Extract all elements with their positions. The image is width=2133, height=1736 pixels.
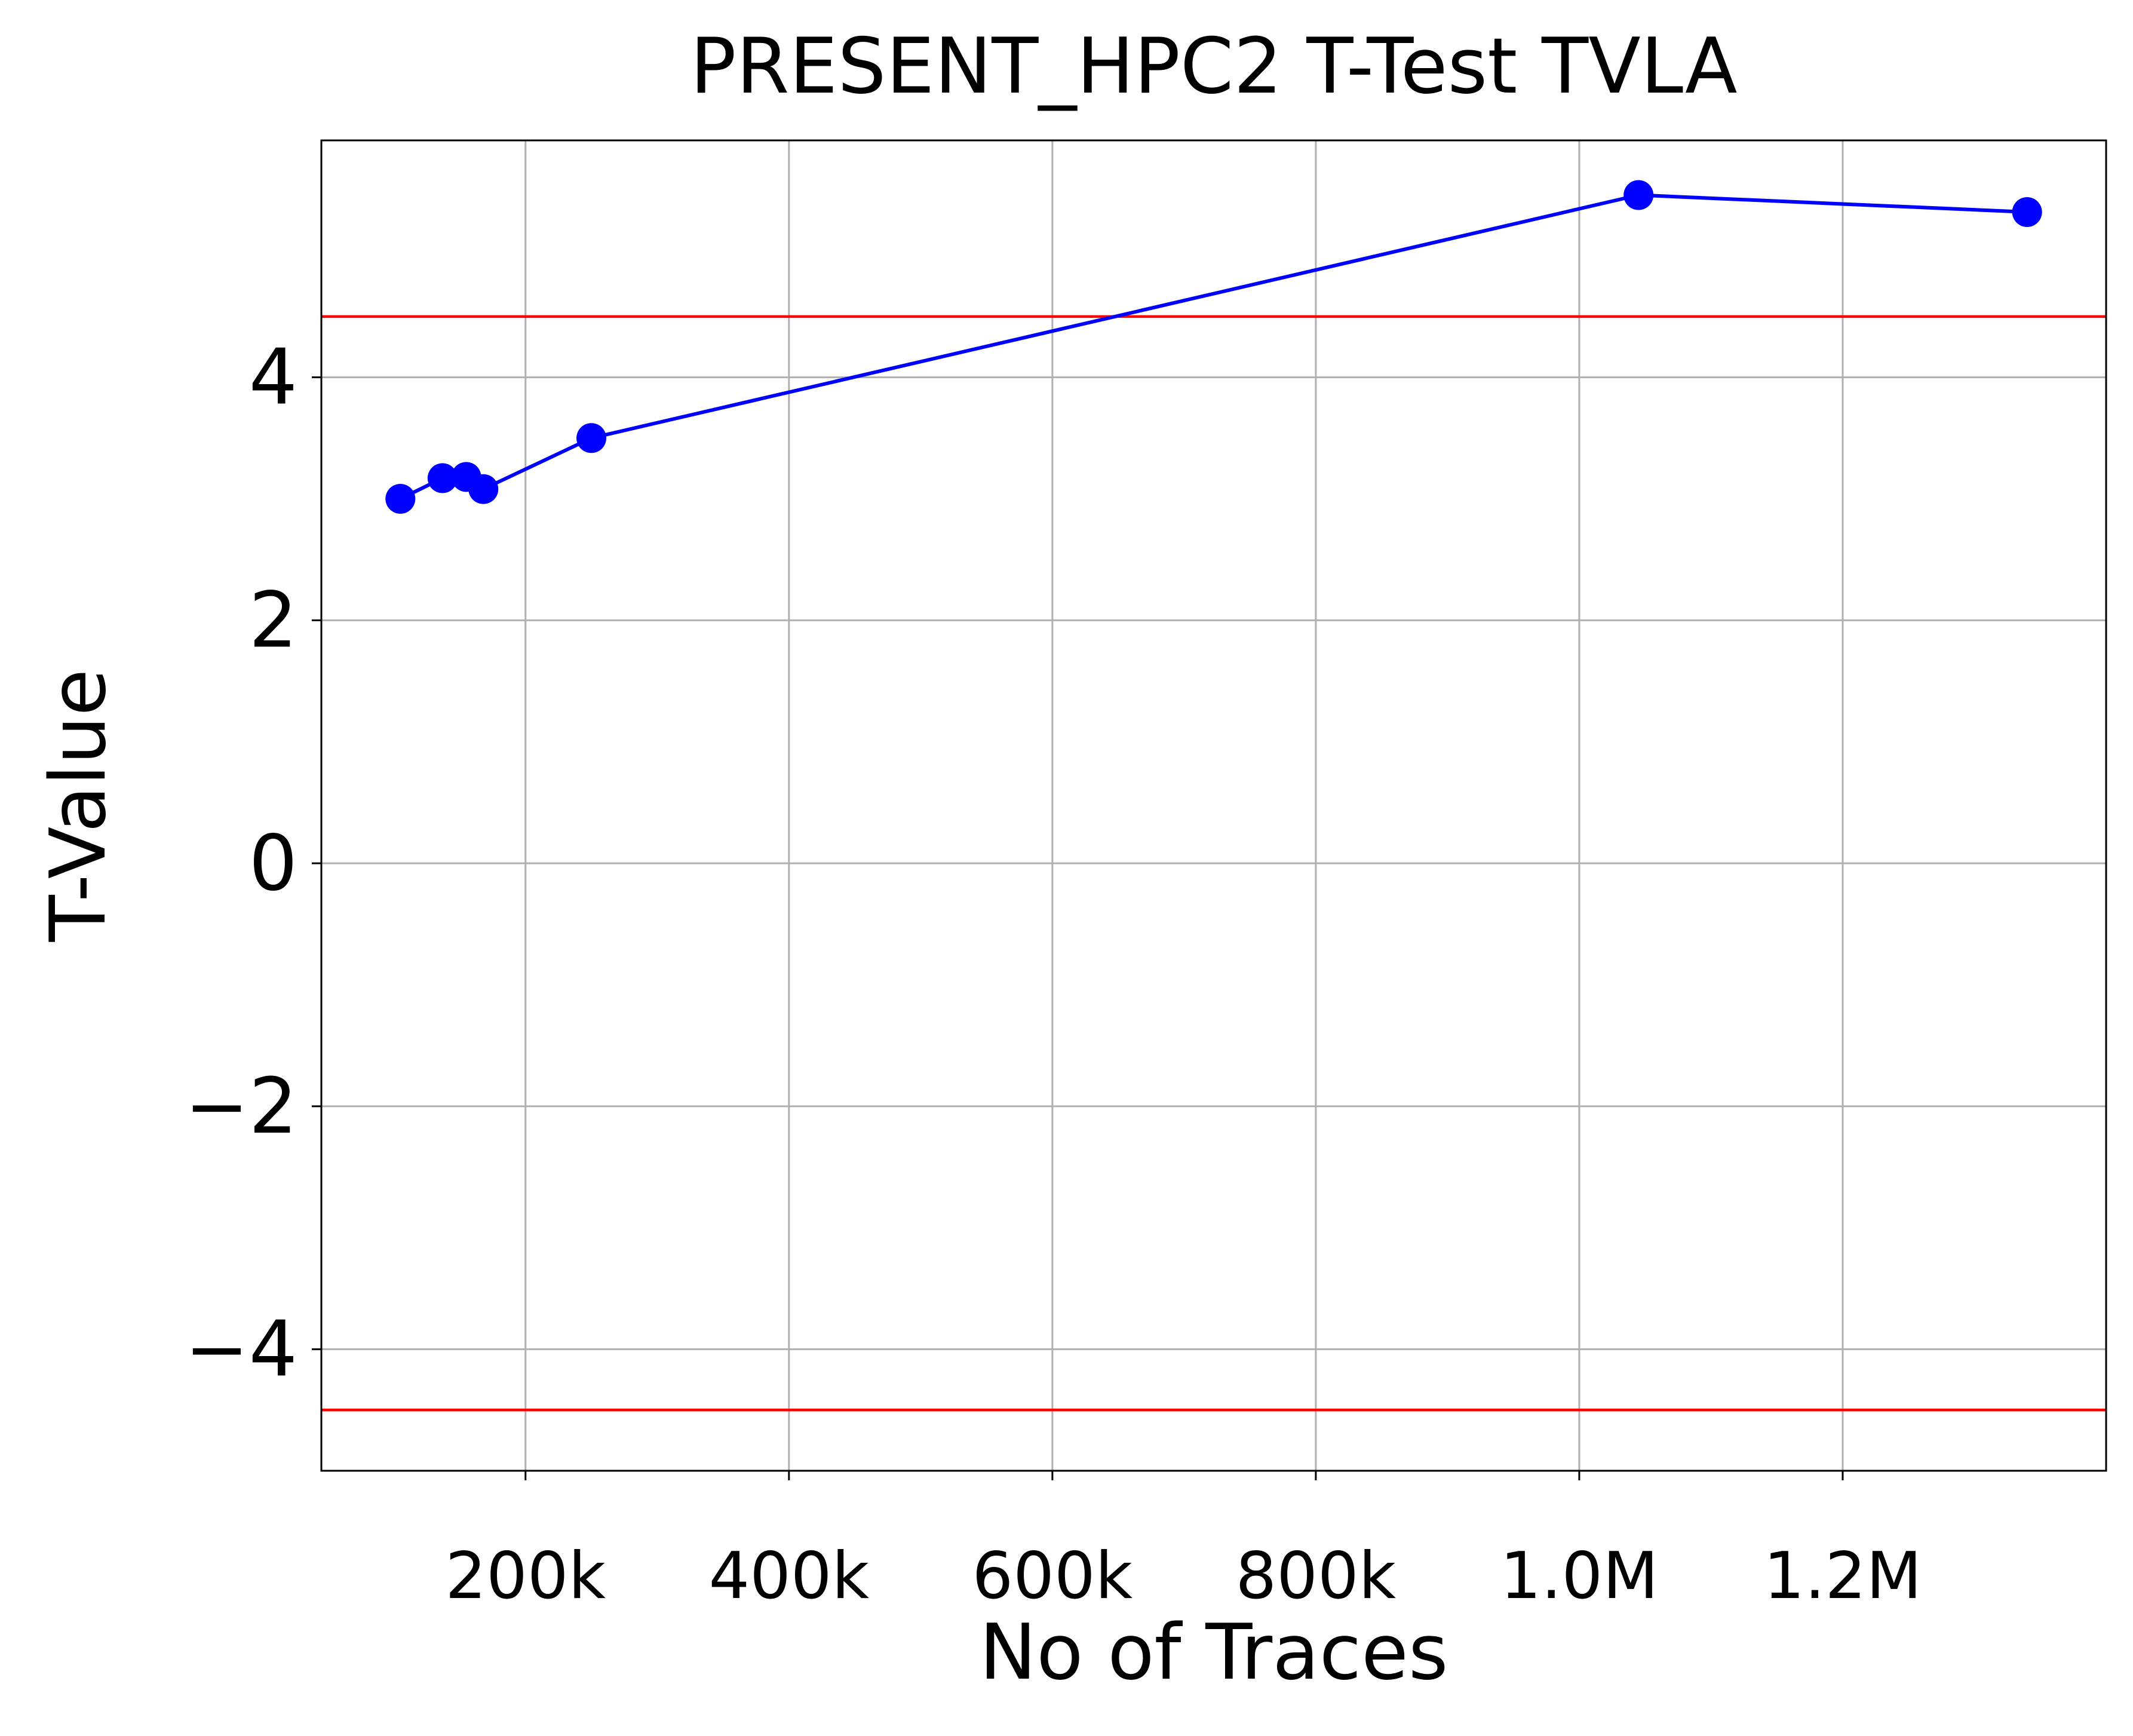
chart-title: PRESENT_HPC2 T-Test TVLA: [690, 22, 1737, 111]
y-tick-label: −2: [185, 1062, 297, 1151]
data-point: [1623, 180, 1654, 210]
data-point: [576, 423, 607, 453]
y-tick-label: 4: [249, 333, 297, 422]
plot-frame: [320, 139, 2107, 1472]
y-tick-label: −4: [185, 1305, 297, 1394]
plot-background: [321, 140, 2106, 1471]
y-axis-label: T-Value: [34, 669, 123, 943]
data-point: [2012, 197, 2042, 227]
y-tick-label: 2: [249, 576, 297, 665]
x-tick-label: 800k: [1236, 1539, 1397, 1614]
x-tick-label: 1.2M: [1763, 1539, 1922, 1614]
y-tick-label: 0: [249, 819, 297, 908]
series: [385, 180, 2042, 514]
data-point: [468, 474, 499, 504]
threshold-lines: [321, 315, 2106, 1412]
x-tick-label: 600k: [972, 1539, 1133, 1614]
x-axis-label: No of Traces: [979, 1608, 1448, 1697]
data-point: [385, 483, 416, 514]
grid: [321, 140, 2106, 1471]
x-tick-label: 200k: [445, 1539, 606, 1614]
ticks: 200k 400k 600k 800k 1.0M 1.2M −4 −2 0 2 4: [185, 333, 1922, 1614]
x-tick-label: 1.0M: [1500, 1539, 1658, 1614]
x-tick-label: 400k: [708, 1539, 869, 1614]
data-point: [427, 463, 458, 493]
